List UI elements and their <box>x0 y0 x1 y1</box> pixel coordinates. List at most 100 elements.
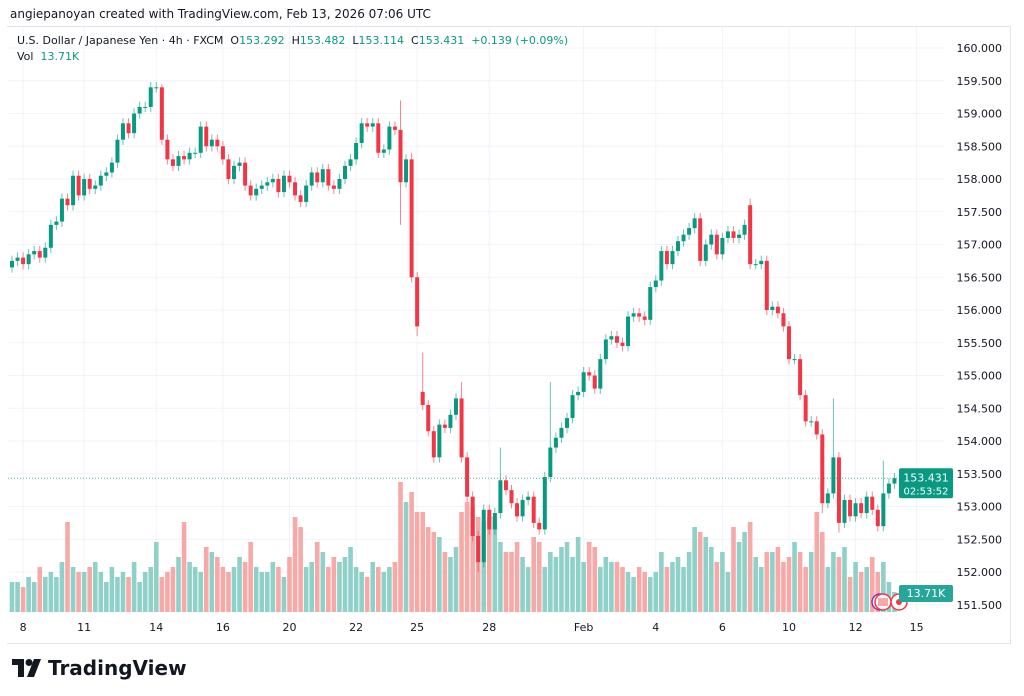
volume-bar <box>847 577 853 612</box>
y-tick-label: 151.500 <box>957 599 1003 612</box>
candle-body <box>10 260 14 268</box>
chart-frame <box>7 26 1011 644</box>
us-flag-stripes <box>878 598 888 606</box>
candle-body <box>626 316 631 347</box>
volume-bar <box>531 537 536 612</box>
candle-body <box>243 162 248 186</box>
chart-credit: angiepanoyan created with TradingView.co… <box>10 7 431 21</box>
volume-bar <box>320 552 326 612</box>
volume-bar <box>786 557 792 612</box>
volume-bar <box>814 512 820 612</box>
y-tick-label: 158.000 <box>957 173 1003 186</box>
volume-bar <box>192 567 198 612</box>
volume-bar <box>764 552 770 612</box>
volume-bar <box>15 582 20 612</box>
candle-body <box>770 306 775 310</box>
volume-bar <box>503 552 509 612</box>
candle-body <box>553 437 558 448</box>
candle-body <box>709 234 714 245</box>
x-tick-label: 22 <box>349 621 363 634</box>
candle-body <box>470 496 475 536</box>
y-tick-label: 153.000 <box>957 501 1003 514</box>
close-label: C <box>411 34 419 47</box>
volume-bar <box>92 562 98 612</box>
tradingview-logo[interactable]: TradingView <box>12 656 187 680</box>
candle-body <box>875 509 880 527</box>
candle-body <box>137 106 142 114</box>
candle-body <box>515 503 520 517</box>
volume-bar <box>792 542 797 612</box>
candle-body <box>82 179 87 196</box>
candle-body <box>204 126 209 147</box>
symbol-label[interactable]: U.S. Dollar / Japanese Yen · 4h · FXCM <box>17 34 224 47</box>
volume-bar <box>209 552 215 612</box>
candle-body <box>359 123 364 143</box>
candle-body <box>276 179 281 193</box>
candle-body <box>159 87 164 140</box>
volume-bar <box>231 567 237 612</box>
volume-bar <box>292 517 298 612</box>
volume-bar <box>864 567 869 612</box>
volume-bar <box>614 562 620 612</box>
volume-bar <box>659 552 664 612</box>
candle-body <box>154 87 159 89</box>
candle-body <box>248 185 253 196</box>
candle-body <box>98 175 103 186</box>
candle-body <box>526 496 531 500</box>
open-label: O <box>230 34 240 47</box>
candle-body <box>687 228 692 235</box>
volume-bar <box>758 567 764 612</box>
volume-bar <box>331 557 337 612</box>
volume-bar <box>842 547 847 612</box>
volume-bar <box>265 572 270 612</box>
volume-bar <box>109 567 115 612</box>
x-tick-label: 16 <box>216 621 230 634</box>
candle-body <box>664 251 669 265</box>
volume-bar <box>575 537 581 612</box>
volume-bar <box>881 562 886 612</box>
x-tick-label: 6 <box>719 621 726 634</box>
volume-bar <box>43 577 48 612</box>
x-tick-label: 28 <box>482 621 496 634</box>
candle-body <box>132 113 137 134</box>
candle-body <box>437 424 442 458</box>
volume-bar <box>564 542 570 612</box>
candle-body <box>681 234 686 242</box>
candle-body <box>115 139 120 163</box>
volume-bar <box>181 522 187 612</box>
change-value: +0.139 (+0.09%) <box>471 34 569 47</box>
candle-body <box>720 237 725 255</box>
candle-body <box>753 264 758 266</box>
volume-label: Vol <box>17 50 34 63</box>
volume-bar <box>725 572 731 612</box>
candle-body <box>431 431 436 458</box>
candle-body <box>126 123 131 134</box>
volume-bar <box>675 557 681 612</box>
volume-bar <box>120 572 126 612</box>
volume-bar <box>509 552 514 612</box>
volume-bar <box>598 567 603 612</box>
volume-bar <box>570 557 575 612</box>
volume-bar <box>348 547 353 612</box>
x-tick-label: 25 <box>410 621 424 634</box>
volume-bar <box>797 552 803 612</box>
volume-bar <box>581 562 586 612</box>
low-value: 153.114 <box>358 34 405 47</box>
volume-bar <box>681 567 686 612</box>
y-tick-label: 156.500 <box>957 271 1003 284</box>
volume-bar <box>542 567 548 612</box>
volume-bar <box>453 547 459 612</box>
volume-bar <box>342 557 348 612</box>
candle-body <box>870 496 875 510</box>
volume-bar <box>59 562 65 612</box>
candle-body <box>409 159 414 278</box>
candle-body <box>104 172 109 176</box>
volume-bar <box>270 562 276 612</box>
volume-bar <box>520 557 525 612</box>
x-tick-label: 10 <box>782 621 796 634</box>
candle-body <box>565 418 569 428</box>
volume-bar <box>20 587 26 612</box>
candle-body <box>853 503 858 517</box>
volume-bar <box>525 567 531 612</box>
